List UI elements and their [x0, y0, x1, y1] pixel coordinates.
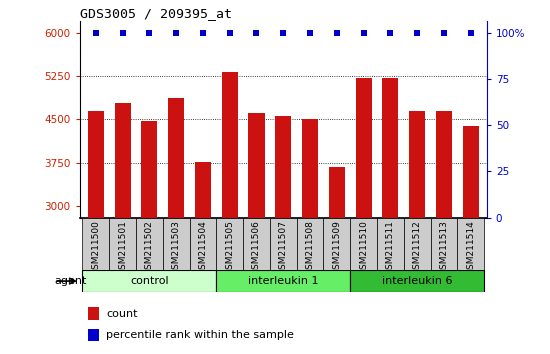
Bar — [88, 111, 104, 218]
Bar — [302, 119, 318, 218]
Text: control: control — [130, 276, 169, 286]
Bar — [377, 218, 404, 271]
Text: GSM211503: GSM211503 — [172, 220, 180, 275]
Text: GSM211510: GSM211510 — [359, 220, 368, 275]
Bar — [329, 167, 345, 218]
Bar — [404, 218, 431, 271]
Text: count: count — [106, 309, 138, 319]
Bar — [463, 126, 478, 218]
Bar — [216, 270, 350, 292]
Bar — [350, 218, 377, 271]
Bar — [141, 121, 157, 218]
Text: GSM211511: GSM211511 — [386, 220, 395, 275]
Text: interleukin 6: interleukin 6 — [382, 276, 453, 286]
Bar — [350, 270, 484, 292]
Text: GSM211507: GSM211507 — [279, 220, 288, 275]
Text: GSM211512: GSM211512 — [412, 220, 422, 275]
Bar — [243, 218, 270, 271]
Bar — [88, 307, 100, 320]
Bar — [222, 72, 238, 218]
Text: interleukin 1: interleukin 1 — [248, 276, 318, 286]
Text: GDS3005 / 209395_at: GDS3005 / 209395_at — [80, 7, 232, 20]
Bar — [457, 218, 484, 271]
Bar — [431, 218, 457, 271]
Text: percentile rank within the sample: percentile rank within the sample — [106, 330, 294, 340]
Bar — [409, 111, 425, 218]
Bar — [275, 116, 292, 218]
Bar — [82, 218, 109, 271]
Text: agent: agent — [54, 276, 87, 286]
Bar — [296, 218, 323, 271]
Text: GSM211514: GSM211514 — [466, 220, 475, 275]
Bar — [82, 270, 216, 292]
Bar — [436, 111, 452, 218]
Text: GSM211502: GSM211502 — [145, 220, 154, 275]
Bar — [382, 79, 398, 218]
Bar — [190, 218, 216, 271]
Bar — [163, 218, 190, 271]
Text: GSM211506: GSM211506 — [252, 220, 261, 275]
Bar — [88, 329, 100, 341]
Bar — [355, 78, 372, 218]
Bar — [168, 98, 184, 218]
Text: GSM211501: GSM211501 — [118, 220, 127, 275]
Bar — [216, 218, 243, 271]
Text: GSM211504: GSM211504 — [199, 220, 207, 275]
Bar — [114, 103, 131, 218]
Text: GSM211500: GSM211500 — [91, 220, 100, 275]
Text: GSM211508: GSM211508 — [306, 220, 315, 275]
Bar — [270, 218, 296, 271]
Bar — [109, 218, 136, 271]
Text: GSM211513: GSM211513 — [439, 220, 448, 275]
Bar — [136, 218, 163, 271]
Bar — [323, 218, 350, 271]
Bar — [249, 113, 265, 218]
Bar — [195, 162, 211, 218]
Text: GSM211505: GSM211505 — [225, 220, 234, 275]
Text: GSM211509: GSM211509 — [332, 220, 342, 275]
